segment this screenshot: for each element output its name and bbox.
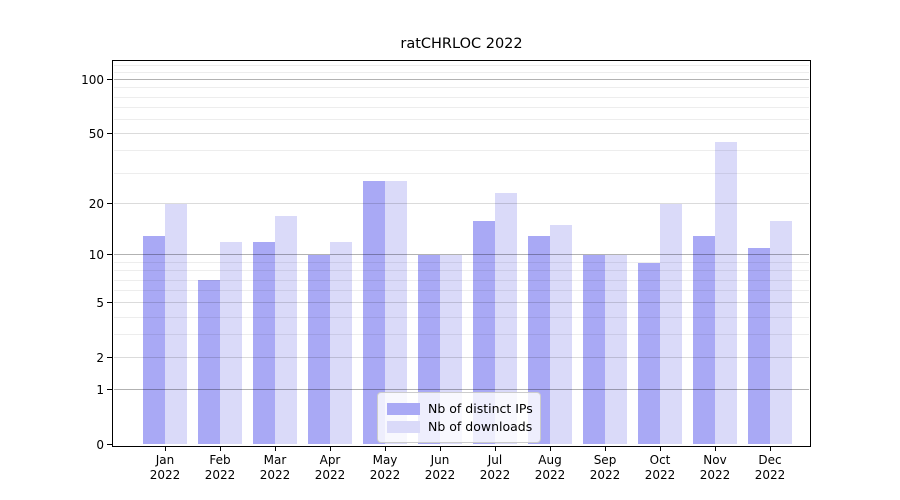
y-tick-0 <box>107 444 112 445</box>
x-tick-label-aug: Aug 2022 <box>534 452 566 483</box>
gridline-70 <box>114 107 809 109</box>
x-tick-may <box>384 445 386 451</box>
gridline-50 <box>114 133 809 135</box>
distinct-ips-swatch <box>387 402 420 415</box>
y-tick-1 <box>107 389 112 391</box>
y-tick-label-100: 100 <box>81 72 104 87</box>
legend-label: Nb of downloads <box>428 419 533 434</box>
gridline-5 <box>114 302 809 304</box>
x-tick-label-may: May 2022 <box>369 452 401 483</box>
gridline-40 <box>114 150 809 152</box>
y-tick-label-1: 1 <box>96 382 104 397</box>
legend-label: Nb of distinct IPs <box>428 401 533 416</box>
x-tick-jan <box>164 445 166 451</box>
gridline-60 <box>114 119 809 121</box>
x-tick-label-dec: Dec 2022 <box>754 452 786 483</box>
y-tick-2 <box>107 357 112 359</box>
y-tick-10 <box>107 254 112 256</box>
bar-distinct-ips-jan <box>143 235 165 445</box>
x-tick-oct <box>659 445 661 451</box>
gridline-3 <box>114 334 809 336</box>
bar-distinct-ips-dec <box>748 248 770 445</box>
y-tick-label-10: 10 <box>88 247 104 262</box>
y-tick-100 <box>107 79 112 81</box>
bar-downloads-mar <box>275 216 297 445</box>
bar-downloads-oct <box>660 203 682 445</box>
bar-distinct-ips-may <box>363 181 385 445</box>
bar-downloads-feb <box>220 241 242 445</box>
y-tick-50 <box>107 133 112 135</box>
bar-distinct-ips-jul <box>473 220 495 445</box>
y-tick-label-2: 2 <box>96 350 104 365</box>
y-tick-label-50: 50 <box>88 126 104 141</box>
gridline-30 <box>114 172 809 174</box>
gridline-110 <box>114 71 809 73</box>
x-tick-label-feb: Feb 2022 <box>204 452 236 483</box>
gridline-8 <box>114 270 809 272</box>
bar-distinct-ips-apr <box>308 254 330 445</box>
bar-downloads-nov <box>715 141 737 445</box>
bar-downloads-may <box>385 181 407 445</box>
gridline-6 <box>114 290 809 292</box>
gridline-7 <box>114 279 809 281</box>
x-tick-feb <box>219 445 221 451</box>
bar-downloads-apr <box>330 241 352 445</box>
legend-item-distinct-ips: Nb of distinct IPs <box>387 400 533 417</box>
bar-downloads-jul <box>495 193 517 445</box>
x-tick-label-apr: Apr 2022 <box>314 452 346 483</box>
gridline-90 <box>114 87 809 89</box>
y-tick-label-20: 20 <box>88 196 104 211</box>
gridline-1 <box>114 389 809 391</box>
x-tick-label-jul: Jul 2022 <box>479 452 511 483</box>
x-tick-mar <box>274 445 276 451</box>
x-tick-apr <box>329 445 331 451</box>
x-tick-jun <box>439 445 441 451</box>
x-tick-label-nov: Nov 2022 <box>699 452 731 483</box>
y-tick-20 <box>107 203 112 205</box>
y-tick-label-0: 0 <box>96 437 104 452</box>
bar-downloads-dec <box>770 220 792 445</box>
gridline-10 <box>114 254 809 256</box>
downloads-swatch <box>387 420 420 433</box>
x-tick-label-jun: Jun 2022 <box>424 452 456 483</box>
bar-distinct-ips-oct <box>638 262 660 445</box>
gridline-80 <box>114 96 809 98</box>
x-tick-aug <box>549 445 551 451</box>
gridline-2 <box>114 357 809 359</box>
legend-item-downloads: Nb of downloads <box>387 418 532 435</box>
x-tick-nov <box>714 445 716 451</box>
gridline-20 <box>114 203 809 205</box>
x-tick-sep <box>604 445 606 451</box>
gridline-100 <box>114 79 809 81</box>
x-tick-dec <box>769 445 771 451</box>
gridline-120 <box>114 64 809 66</box>
bar-downloads-jan <box>165 203 187 445</box>
gridline-4 <box>114 316 809 318</box>
y-tick-5 <box>107 302 112 304</box>
x-tick-label-sep: Sep 2022 <box>589 452 621 483</box>
bar-distinct-ips-nov <box>693 235 715 445</box>
legend: Nb of distinct IPs Nb of downloads <box>377 392 541 443</box>
bar-downloads-aug <box>550 225 572 445</box>
chart-title: ratCHRLOC 2022 <box>400 36 523 52</box>
x-tick-jul <box>494 445 496 451</box>
x-tick-label-jan: Jan 2022 <box>149 452 181 483</box>
bar-distinct-ips-mar <box>253 241 275 445</box>
gridline-9 <box>114 262 809 263</box>
x-tick-label-mar: Mar 2022 <box>259 452 291 483</box>
y-tick-label-5: 5 <box>96 295 104 310</box>
bar-downloads-sep <box>605 254 627 445</box>
x-tick-label-oct: Oct 2022 <box>644 452 676 483</box>
bar-distinct-ips-feb <box>198 280 220 445</box>
bar-distinct-ips-sep <box>583 254 605 445</box>
